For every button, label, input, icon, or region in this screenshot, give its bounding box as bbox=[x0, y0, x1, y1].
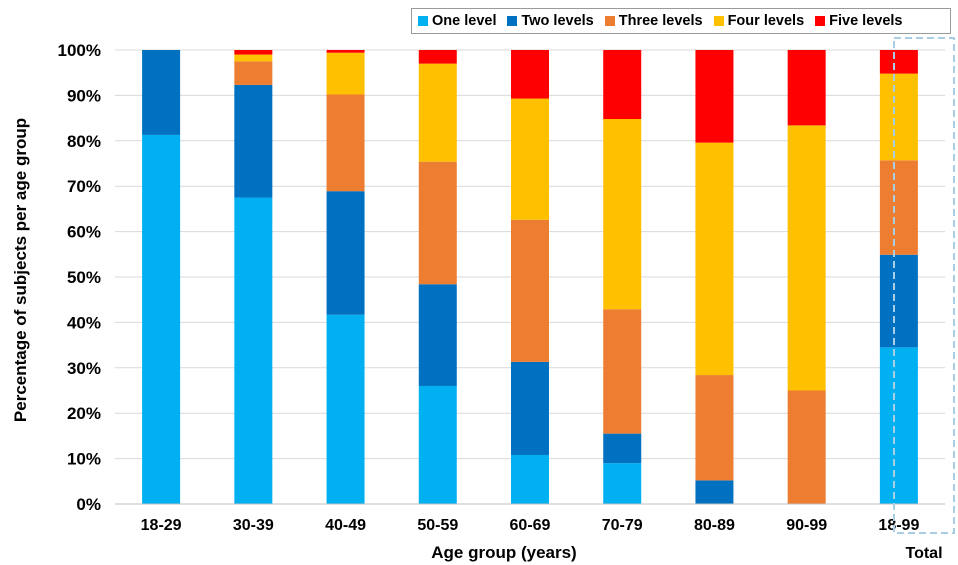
bar-segment bbox=[418, 161, 457, 285]
y-tick-label: 50% bbox=[67, 268, 101, 287]
bar-segment bbox=[142, 50, 181, 135]
bar-segment bbox=[879, 73, 918, 161]
bar-segment bbox=[879, 160, 918, 255]
y-tick-label: 70% bbox=[67, 177, 101, 196]
y-tick-label: 20% bbox=[67, 404, 101, 423]
legend-item: Two levels bbox=[507, 13, 594, 29]
x-tick-label: 18-29 bbox=[141, 517, 182, 534]
bar-segment bbox=[234, 50, 273, 55]
bar-segment bbox=[787, 390, 826, 504]
legend-label: Three levels bbox=[618, 13, 703, 29]
x-tick-label: 40-49 bbox=[325, 517, 366, 534]
bar-segment bbox=[418, 50, 457, 64]
legend: One level Two levels Three levels Four leve… bbox=[411, 8, 951, 34]
bar-segment bbox=[603, 119, 642, 310]
bar-segment bbox=[695, 50, 734, 143]
bar-segment bbox=[234, 61, 273, 85]
bar-segment bbox=[695, 142, 734, 376]
legend-label: Two levels bbox=[521, 13, 594, 29]
y-tick-label: 10% bbox=[67, 450, 101, 469]
bar-segment bbox=[879, 254, 918, 348]
bar-segment bbox=[234, 84, 273, 198]
bar-segment bbox=[418, 385, 457, 504]
total-label: Total bbox=[905, 545, 942, 562]
bars bbox=[142, 50, 918, 505]
y-tick-label: 80% bbox=[67, 132, 101, 151]
bar-segment bbox=[326, 191, 365, 315]
legend-swatch bbox=[815, 16, 826, 26]
bar-segment bbox=[511, 361, 549, 455]
y-tick-label: 60% bbox=[67, 223, 101, 242]
x-tick-label: 60-69 bbox=[510, 517, 551, 534]
bar-segment bbox=[603, 309, 642, 434]
total-highlight-box bbox=[893, 37, 955, 534]
legend-label: One level bbox=[432, 13, 497, 29]
legend-swatch bbox=[507, 16, 518, 26]
legend-item: Five levels bbox=[815, 13, 903, 29]
bar-segment bbox=[511, 219, 549, 362]
y-tick-label: 90% bbox=[67, 86, 101, 105]
x-tick-label: 90-99 bbox=[786, 517, 827, 534]
y-tick-label: 100% bbox=[58, 41, 101, 60]
legend-label: Five levels bbox=[829, 13, 903, 29]
bar-segment bbox=[234, 197, 273, 505]
legend-label: Four levels bbox=[727, 13, 805, 29]
bar-segment bbox=[326, 94, 365, 192]
bar-segment bbox=[879, 347, 918, 504]
x-tick-label: 30-39 bbox=[233, 517, 274, 534]
bar-segment bbox=[326, 52, 365, 95]
bar-segment bbox=[418, 284, 457, 386]
legend-item: Three levels bbox=[604, 13, 703, 29]
bar-segment bbox=[603, 50, 642, 120]
bar-segment bbox=[418, 63, 457, 162]
legend-item: One level bbox=[418, 13, 496, 29]
bar-segment bbox=[326, 50, 365, 53]
bar-segment bbox=[511, 50, 549, 99]
bar-segment bbox=[787, 125, 826, 391]
legend-swatch bbox=[418, 16, 428, 26]
y-tick-label: 40% bbox=[67, 313, 101, 332]
bar-segment bbox=[603, 463, 642, 504]
x-axis-label: Age group (years) bbox=[431, 543, 576, 562]
legend-swatch bbox=[713, 16, 724, 26]
x-tick-label: 18-99 bbox=[878, 517, 919, 534]
y-tick-label: 30% bbox=[67, 359, 101, 378]
bar-segment bbox=[511, 454, 549, 504]
bar-segment bbox=[142, 134, 181, 504]
bar-segment bbox=[787, 50, 826, 126]
legend-swatch bbox=[604, 16, 615, 26]
y-tick-label: 0% bbox=[76, 495, 101, 514]
y-axis-label: Percentage of subjects per age group bbox=[11, 118, 30, 422]
bar-segment bbox=[234, 54, 273, 62]
legend-item: Four levels bbox=[713, 13, 805, 29]
bar-segment bbox=[511, 98, 549, 220]
x-tick-label: 50-59 bbox=[417, 517, 458, 534]
bar-segment bbox=[326, 314, 365, 504]
bar-segment bbox=[603, 433, 642, 464]
axes: 0% 10% 20% 30% 40% 50% 60% 70% 80% 90% 100% 18-29 30… bbox=[58, 41, 945, 534]
bar-segment bbox=[695, 375, 734, 481]
bar-segment bbox=[879, 50, 918, 74]
bar-segment bbox=[695, 480, 734, 504]
x-tick-label: 70-79 bbox=[602, 517, 643, 534]
x-tick-label: 80-89 bbox=[694, 517, 735, 534]
